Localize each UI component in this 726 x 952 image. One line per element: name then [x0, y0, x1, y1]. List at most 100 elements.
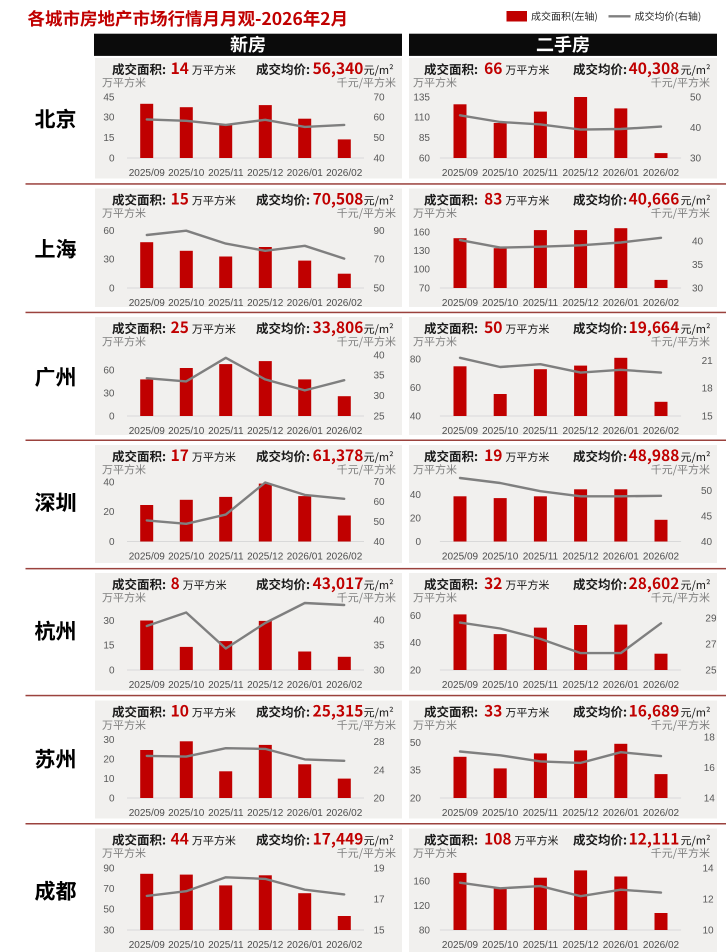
svg-text:2026/01: 2026/01	[603, 552, 640, 563]
svg-text:60: 60	[374, 497, 386, 508]
svg-text:2025/09: 2025/09	[442, 808, 479, 819]
svg-text:15: 15	[103, 133, 115, 144]
svg-text:20: 20	[410, 665, 422, 676]
svg-text:40: 40	[374, 615, 386, 626]
svg-text:29: 29	[705, 613, 717, 624]
svg-text:2025/10: 2025/10	[168, 808, 205, 819]
svg-text:15: 15	[374, 925, 386, 936]
svg-text:0: 0	[109, 537, 115, 548]
svg-text:30: 30	[103, 925, 115, 936]
svg-text:0: 0	[415, 537, 421, 548]
svg-text:2026/02: 2026/02	[326, 298, 363, 309]
svg-text:2025/10: 2025/10	[168, 298, 205, 309]
svg-text:20: 20	[410, 793, 422, 804]
svg-text:18: 18	[704, 732, 716, 743]
svg-text:2025/09: 2025/09	[442, 426, 479, 437]
svg-text:60: 60	[410, 611, 422, 622]
svg-text:85: 85	[419, 133, 431, 144]
svg-text:24: 24	[374, 765, 386, 776]
svg-text:2025/11: 2025/11	[208, 680, 244, 691]
svg-text:30: 30	[103, 113, 115, 124]
svg-text:40: 40	[410, 411, 422, 422]
svg-text:2026/01: 2026/01	[287, 680, 324, 691]
svg-text:2025/09: 2025/09	[442, 168, 479, 179]
svg-text:16: 16	[704, 763, 716, 774]
svg-text:40: 40	[690, 123, 702, 134]
svg-text:2026/01: 2026/01	[603, 298, 640, 309]
svg-text:2026/02: 2026/02	[643, 552, 680, 563]
svg-text:15: 15	[103, 641, 115, 652]
svg-text:2026/02: 2026/02	[643, 168, 680, 179]
svg-text:2026/01: 2026/01	[603, 808, 640, 819]
svg-text:2025/11: 2025/11	[208, 426, 244, 437]
svg-text:2025/12: 2025/12	[563, 808, 600, 819]
svg-text:0: 0	[109, 793, 115, 804]
svg-text:60: 60	[410, 383, 422, 394]
svg-text:2026/02: 2026/02	[326, 168, 363, 179]
svg-text:2025/12: 2025/12	[247, 808, 284, 819]
svg-text:2025/09: 2025/09	[129, 426, 166, 437]
svg-text:2025/09: 2025/09	[129, 298, 166, 309]
svg-text:45: 45	[701, 511, 713, 522]
svg-text:70: 70	[374, 477, 386, 488]
svg-text:2025/09: 2025/09	[129, 940, 166, 951]
svg-text:2026/02: 2026/02	[643, 298, 680, 309]
svg-text:2025/09: 2025/09	[129, 552, 166, 563]
svg-text:35: 35	[374, 371, 386, 382]
svg-text:50: 50	[374, 517, 386, 528]
svg-text:2026/01: 2026/01	[287, 426, 324, 437]
svg-text:30: 30	[103, 388, 115, 399]
svg-text:45: 45	[103, 92, 115, 103]
svg-text:70: 70	[103, 884, 115, 895]
svg-text:2026/01: 2026/01	[287, 552, 324, 563]
svg-text:2026/02: 2026/02	[326, 680, 363, 691]
svg-text:2025/11: 2025/11	[523, 552, 559, 563]
svg-text:30: 30	[103, 255, 115, 266]
svg-text:2025/09: 2025/09	[442, 940, 479, 951]
svg-text:80: 80	[419, 925, 431, 936]
svg-text:40: 40	[410, 490, 422, 501]
svg-text:14: 14	[703, 863, 715, 874]
svg-text:2025/09: 2025/09	[129, 168, 166, 179]
svg-text:2025/09: 2025/09	[129, 680, 166, 691]
svg-text:2025/12: 2025/12	[247, 168, 284, 179]
svg-text:2026/02: 2026/02	[326, 552, 363, 563]
svg-text:2026/02: 2026/02	[326, 940, 363, 951]
svg-text:120: 120	[413, 901, 430, 912]
svg-text:2026/02: 2026/02	[326, 808, 363, 819]
svg-text:2025/12: 2025/12	[563, 298, 600, 309]
svg-text:50: 50	[374, 133, 386, 144]
svg-text:2026/01: 2026/01	[287, 298, 324, 309]
svg-text:2026/01: 2026/01	[287, 168, 324, 179]
svg-text:2025/11: 2025/11	[208, 298, 244, 309]
svg-text:2026/02: 2026/02	[643, 808, 680, 819]
svg-text:0: 0	[109, 153, 115, 164]
svg-text:40: 40	[374, 350, 386, 361]
svg-text:2025/11: 2025/11	[523, 940, 559, 951]
svg-text:160: 160	[413, 227, 430, 238]
svg-text:20: 20	[374, 793, 386, 804]
svg-text:2025/10: 2025/10	[482, 298, 519, 309]
svg-text:20: 20	[410, 513, 422, 524]
svg-text:21: 21	[702, 356, 714, 367]
svg-text:30: 30	[374, 665, 386, 676]
svg-text:2026/01: 2026/01	[603, 680, 640, 691]
svg-text:2025/12: 2025/12	[563, 426, 600, 437]
svg-text:2025/11: 2025/11	[523, 168, 559, 179]
svg-text:20: 20	[103, 507, 115, 518]
svg-text:2025/10: 2025/10	[168, 552, 205, 563]
svg-text:2026/02: 2026/02	[643, 426, 680, 437]
svg-text:0: 0	[109, 665, 115, 676]
svg-text:50: 50	[701, 486, 713, 497]
svg-text:40: 40	[103, 477, 115, 488]
svg-text:30: 30	[103, 616, 115, 627]
svg-text:70: 70	[419, 283, 431, 294]
svg-text:30: 30	[692, 283, 704, 294]
svg-text:20: 20	[103, 755, 115, 766]
svg-text:30: 30	[690, 153, 702, 164]
svg-text:50: 50	[374, 283, 386, 294]
svg-text:19: 19	[374, 863, 386, 874]
svg-text:2026/02: 2026/02	[643, 680, 680, 691]
svg-text:2026/01: 2026/01	[287, 940, 324, 951]
svg-text:2025/12: 2025/12	[563, 680, 600, 691]
